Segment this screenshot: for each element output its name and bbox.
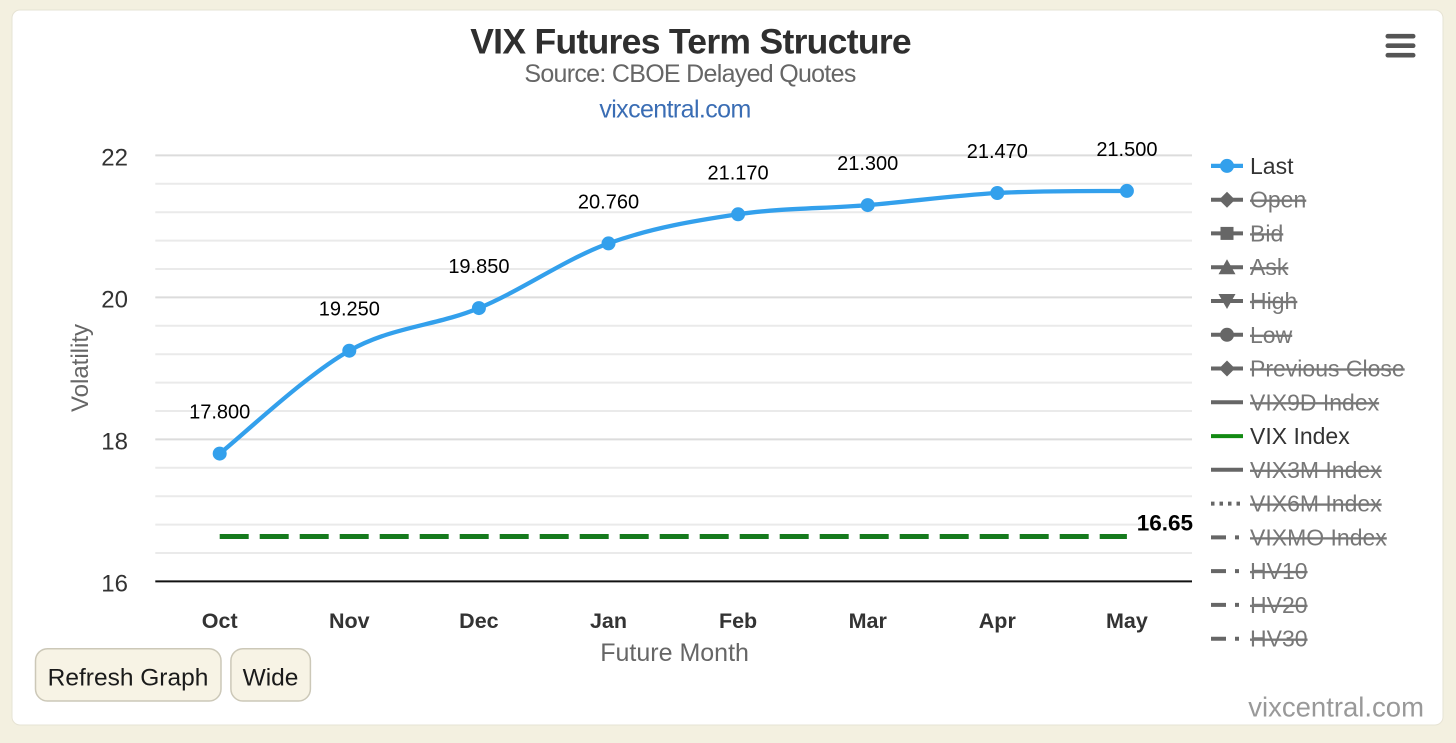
svg-text:20.760: 20.760 (578, 191, 639, 213)
svg-text:21.170: 21.170 (708, 162, 769, 184)
svg-text:VIX6M Index: VIX6M Index (1250, 491, 1382, 517)
svg-text:21.500: 21.500 (1096, 139, 1157, 161)
svg-text:Oct: Oct (202, 609, 238, 633)
svg-text:Previous Close: Previous Close (1250, 356, 1405, 382)
svg-text:20: 20 (101, 287, 128, 314)
svg-text:May: May (1106, 609, 1148, 633)
svg-text:Open: Open (1250, 187, 1306, 213)
svg-text:Ask: Ask (1250, 254, 1289, 280)
svg-text:19.250: 19.250 (319, 299, 380, 321)
svg-text:18: 18 (101, 429, 128, 456)
svg-text:Refresh Graph: Refresh Graph (48, 665, 209, 692)
svg-text:Low: Low (1250, 322, 1293, 348)
svg-text:19.850: 19.850 (448, 256, 509, 278)
svg-text:21.300: 21.300 (837, 153, 898, 175)
svg-text:22: 22 (101, 145, 128, 172)
svg-text:High: High (1250, 288, 1297, 314)
svg-text:Nov: Nov (329, 609, 370, 633)
svg-text:HV20: HV20 (1250, 592, 1308, 618)
svg-text:Jan: Jan (590, 609, 627, 633)
svg-text:21.470: 21.470 (967, 141, 1028, 163)
svg-text:VIX Index: VIX Index (1250, 423, 1350, 449)
svg-text:VIX Futures Term Structure: VIX Futures Term Structure (470, 22, 911, 62)
svg-text:Volatility: Volatility (67, 324, 94, 412)
svg-text:Last: Last (1250, 153, 1294, 179)
svg-text:Wide: Wide (243, 665, 299, 692)
svg-text:17.800: 17.800 (189, 402, 250, 424)
svg-text:Bid: Bid (1250, 220, 1283, 246)
svg-text:Future Month: Future Month (600, 639, 749, 667)
svg-text:HV10: HV10 (1250, 558, 1308, 584)
svg-text:VIXMO Index: VIXMO Index (1250, 524, 1387, 550)
svg-text:VIX9D Index: VIX9D Index (1250, 389, 1380, 415)
svg-text:Feb: Feb (719, 609, 757, 633)
svg-text:Source: CBOE Delayed Quotes: Source: CBOE Delayed Quotes (524, 60, 855, 88)
svg-text:Mar: Mar (849, 609, 888, 633)
svg-text:VIX3M Index: VIX3M Index (1250, 457, 1382, 483)
svg-text:16.65: 16.65 (1137, 511, 1193, 536)
svg-text:vixcentral.com: vixcentral.com (1248, 692, 1424, 723)
svg-text:16: 16 (101, 571, 128, 598)
svg-text:HV30: HV30 (1250, 626, 1308, 652)
svg-text:Apr: Apr (979, 609, 1017, 633)
svg-text:Dec: Dec (459, 609, 498, 633)
svg-text:vixcentral.com: vixcentral.com (599, 96, 750, 124)
